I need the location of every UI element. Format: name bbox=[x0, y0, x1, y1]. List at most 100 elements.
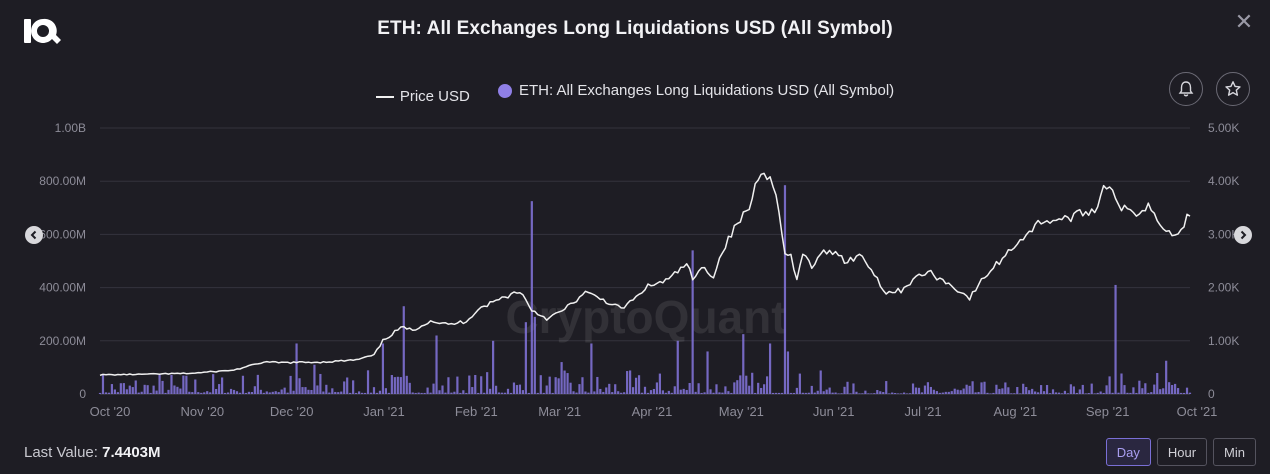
liquidation-bar bbox=[956, 389, 959, 394]
liquidation-bar bbox=[941, 392, 944, 394]
liquidation-bar bbox=[143, 384, 146, 394]
liquidation-bar bbox=[1185, 387, 1189, 394]
alert-bell-button[interactable] bbox=[1169, 72, 1203, 106]
liquidation-bar bbox=[1090, 383, 1093, 394]
liquidation-bar bbox=[777, 392, 781, 394]
liquidation-bar bbox=[506, 388, 510, 394]
liquidation-bar bbox=[837, 393, 840, 394]
liquidation-bar bbox=[1165, 360, 1168, 394]
left-tick-label: 0 bbox=[79, 387, 86, 401]
x-tick-label: Sep '21 bbox=[1086, 404, 1130, 419]
liquidation-bar bbox=[709, 389, 712, 394]
favorite-star-button[interactable] bbox=[1216, 72, 1250, 106]
liquidation-bar bbox=[322, 391, 325, 394]
liquidation-bar bbox=[188, 391, 191, 394]
liquidation-bar bbox=[629, 370, 632, 394]
min-button[interactable]: Min bbox=[1213, 438, 1256, 466]
cryptoquant-logo-icon bbox=[24, 18, 61, 44]
liquidation-bar bbox=[879, 391, 882, 394]
right-tick-label: 2.00K bbox=[1208, 281, 1239, 295]
liquidation-bar bbox=[712, 392, 715, 394]
liquidation-bar bbox=[667, 390, 670, 394]
liquidation-bar bbox=[724, 386, 727, 394]
legend-item-price[interactable]: Price USD bbox=[375, 88, 470, 105]
liquidation-bar bbox=[1126, 392, 1129, 394]
liquidation-bar bbox=[226, 392, 230, 394]
liquidation-bar bbox=[1045, 385, 1049, 394]
right-tick-label: 1.00K bbox=[1208, 334, 1239, 348]
liquidation-bar bbox=[390, 375, 393, 394]
liquidation-bar bbox=[98, 392, 102, 394]
liquidation-bar bbox=[173, 385, 176, 394]
liquidation-bar bbox=[468, 375, 471, 394]
liquidation-bar bbox=[149, 392, 152, 394]
liquidation-bar bbox=[1132, 387, 1135, 394]
x-tick-label: Oct '20 bbox=[90, 404, 131, 419]
legend-item-liquidations[interactable]: ETH: All Exchanges Long Liquidations USD… bbox=[498, 82, 894, 99]
liquidation-bar bbox=[122, 383, 125, 394]
liquidation-bar bbox=[911, 383, 915, 394]
liquidation-bar bbox=[349, 392, 352, 394]
liquidation-bar bbox=[995, 384, 998, 394]
day-button[interactable]: Day bbox=[1105, 438, 1151, 466]
x-tick-label: Aug '21 bbox=[994, 404, 1038, 419]
liquidation-bar bbox=[325, 384, 328, 394]
liquidation-bar bbox=[1093, 393, 1096, 394]
legend-line-swatch bbox=[375, 95, 394, 98]
liquidation-bar bbox=[209, 392, 212, 394]
liquidation-bar bbox=[253, 386, 256, 394]
scroll-right-button[interactable] bbox=[1234, 226, 1252, 244]
liquidation-bar bbox=[888, 393, 891, 394]
liquidation-bar bbox=[241, 375, 245, 394]
liquidation-bar bbox=[1129, 392, 1132, 394]
liquidation-bar bbox=[873, 393, 876, 394]
liquidation-bar bbox=[968, 385, 971, 394]
last-value: Last Value: 7.4403M bbox=[24, 444, 161, 461]
liquidation-bar bbox=[155, 390, 158, 394]
x-tick-label: May '21 bbox=[719, 404, 764, 419]
liquidation-bar bbox=[751, 372, 754, 394]
chevron-left-icon bbox=[30, 230, 37, 240]
liquidation-bar bbox=[554, 377, 557, 394]
liquidation-bar bbox=[435, 335, 438, 394]
liquidation-bar bbox=[694, 391, 697, 394]
liquidation-bar bbox=[137, 392, 140, 394]
liquidation-bar bbox=[706, 351, 709, 394]
liquidation-bar bbox=[584, 391, 587, 394]
liquidation-bar bbox=[509, 392, 513, 394]
liquidation-bar bbox=[1171, 385, 1174, 394]
liquidation-bar bbox=[840, 393, 843, 394]
liquidation-bar bbox=[620, 392, 623, 394]
liquidation-bar bbox=[1179, 392, 1183, 394]
scroll-left-button[interactable] bbox=[25, 226, 43, 244]
liquidation-bar bbox=[128, 385, 131, 394]
liquidation-bar bbox=[369, 392, 373, 394]
liquidation-bar bbox=[1153, 384, 1156, 394]
liquidation-bar bbox=[938, 392, 941, 394]
liquidation-bar bbox=[870, 393, 873, 394]
liquidation-bar bbox=[730, 392, 733, 394]
liquidation-bar bbox=[152, 385, 155, 394]
liquidation-bar bbox=[1188, 392, 1192, 394]
liquidation-bar bbox=[176, 386, 179, 394]
resolution-toggle: Day Hour Min bbox=[1105, 438, 1256, 466]
liquidation-bar bbox=[1010, 393, 1013, 394]
liquidation-bar bbox=[944, 391, 947, 394]
liquidation-bar bbox=[1078, 389, 1081, 394]
liquidation-bar bbox=[1025, 386, 1028, 394]
liquidation-bar bbox=[1123, 385, 1126, 394]
liquidation-bar bbox=[1037, 392, 1040, 394]
liquidation-bar bbox=[262, 392, 265, 394]
liquidation-bar bbox=[1120, 373, 1123, 394]
liquidation-bar bbox=[247, 391, 251, 394]
liquidation-bar bbox=[343, 381, 346, 394]
liquidation-bar bbox=[923, 385, 927, 394]
liquidation-bar bbox=[855, 391, 858, 394]
liquidation-bar bbox=[378, 390, 382, 394]
close-icon[interactable]: ✕ bbox=[1234, 9, 1254, 34]
liquidation-bar bbox=[1159, 389, 1162, 394]
liquidation-bar bbox=[569, 382, 572, 394]
hour-button[interactable]: Hour bbox=[1156, 438, 1208, 466]
liquidation-bar bbox=[587, 392, 590, 394]
liquidation-bar bbox=[590, 343, 593, 394]
